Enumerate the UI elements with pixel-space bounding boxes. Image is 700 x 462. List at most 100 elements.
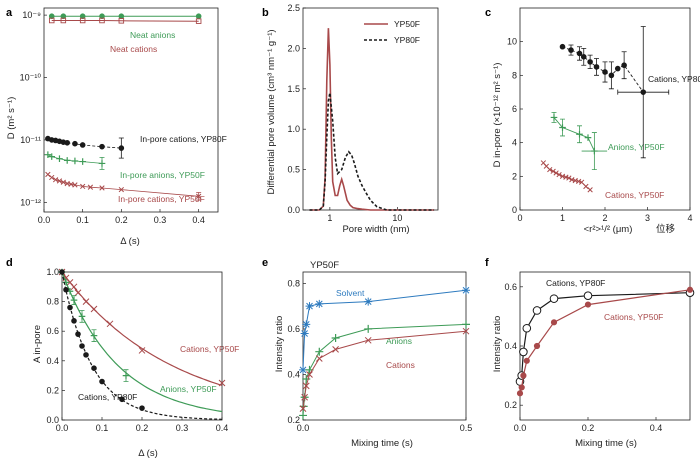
panel-c-ytick-label: 8	[512, 70, 517, 80]
panel-e-title: YP50F	[310, 260, 339, 271]
panel-f-point	[584, 301, 592, 308]
panel-d-point	[74, 289, 82, 297]
legend-c-anions-yp50f: Anions, YP50F	[608, 142, 665, 152]
panel-e-point	[306, 371, 313, 378]
panel-f-point	[516, 390, 524, 397]
panel-f-frame	[519, 271, 691, 421]
panel-a-ylabel: D (m² s⁻¹)	[6, 97, 17, 139]
panel-d-xlabel: Δ (s)	[138, 448, 158, 459]
panel-e-point	[302, 320, 311, 329]
panel-e-point	[462, 327, 470, 335]
legend-c-cations-yp50f: Cations, YP50F	[605, 190, 664, 200]
panel-b-ytick-label: 1.5	[287, 84, 300, 94]
panel-d-point	[71, 318, 77, 324]
panel-c-point	[584, 134, 592, 141]
panel-a-point	[48, 17, 55, 24]
panel-d-xtick-label: 0.0	[56, 423, 69, 433]
legend-f-cations-yp80f: Cations, YP80F	[546, 278, 605, 288]
legend-e-solvent: Solvent	[336, 288, 365, 298]
panel-label-b: b	[262, 7, 269, 19]
panel-c-point	[578, 179, 585, 185]
legend-d-anions-yp50f: Anions, YP50F	[160, 384, 217, 394]
panel-d-ytick-label: 1.0	[46, 267, 59, 277]
panel-a-point	[64, 139, 70, 146]
panel-f-series-line	[519, 292, 691, 382]
panel-c-ytick-label: 2	[512, 171, 517, 181]
panel-e-point	[332, 346, 339, 353]
legend-neat-cations: Neat cations	[110, 44, 157, 54]
panel-e-point	[364, 297, 373, 306]
panel-a-frame	[43, 7, 219, 213]
panel-c-point	[550, 168, 556, 174]
panel-d-errorbar	[79, 310, 85, 323]
panel-d-point	[67, 304, 73, 311]
panel-e-point	[315, 347, 324, 356]
panel-e-point	[315, 355, 323, 362]
panel-a-xtick-label: 0.1	[76, 215, 89, 225]
panel-a-point	[56, 178, 63, 184]
panel-f-ytick-label: 0.4	[504, 341, 517, 351]
panel-a-point	[60, 179, 66, 185]
panel-f-ytick-label: 0.2	[504, 400, 517, 410]
panel-e-point	[302, 382, 310, 390]
panel-e-point	[301, 393, 308, 401]
panel-d-xtick-label: 0.4	[216, 423, 229, 433]
panel-e-point	[299, 365, 307, 374]
panel-c-errorbar	[551, 111, 557, 123]
legend-yp50f: YP50F	[394, 19, 420, 29]
panel-c-point	[553, 170, 559, 176]
panel-d-errorbar	[123, 369, 129, 382]
panel-a-ytick-label: 10⁻⁹	[22, 10, 41, 20]
panel-d-point	[63, 286, 69, 293]
legend-d-cations-yp50f: Cations, YP50F	[180, 344, 239, 354]
panel-label-e: e	[262, 257, 268, 269]
panel-b-ytick-label: 0.5	[287, 165, 300, 175]
panel-d-point	[91, 365, 97, 372]
panel-c-errorbar	[568, 44, 574, 56]
panel-d-fit-curve	[61, 271, 223, 386]
panel-f-xtick-label: 0.4	[650, 423, 663, 433]
panel-a-point	[79, 158, 86, 165]
panel-b-xtick-label: 1	[327, 213, 332, 223]
panel-e-point	[305, 302, 314, 311]
panel-c-xtick-label: 4	[687, 213, 692, 223]
panel-a-point	[99, 143, 105, 150]
panel-f-point	[519, 347, 528, 357]
panel-c-xlabel: <r²>¹/² (μm)	[584, 224, 633, 235]
panel-e-series-line	[302, 323, 467, 416]
panel-c-point	[587, 187, 593, 193]
panel-e-ytick-label: 0.4	[287, 369, 300, 379]
legend-e-cations: Cations	[386, 360, 415, 370]
panel-c-point	[566, 175, 572, 181]
panel-d-point	[106, 320, 114, 328]
panel-c-ytick-label: 4	[512, 138, 517, 148]
panel-d-point	[138, 347, 146, 354]
panel-c-errorbar	[587, 54, 593, 69]
panel-a-series-line	[51, 20, 199, 22]
panel-c-point	[614, 65, 621, 72]
panel-a-point	[63, 157, 71, 164]
panel-b-ytick-label: 1.0	[287, 124, 300, 134]
panel-f-point	[533, 342, 541, 350]
legend-inpore-anions-yp50f: In-pore anions, YP50F	[120, 170, 205, 180]
panel-e-point	[299, 405, 307, 412]
panel-c-errorbar	[621, 51, 627, 80]
panel-c-xtick-label: 3	[645, 213, 650, 223]
panel-c-xtick-label: 1	[560, 213, 565, 223]
panel-c-errorbar	[577, 46, 582, 61]
panel-c-ylabel: D in-pore (×10⁻¹² m² s⁻¹)	[492, 63, 503, 168]
panel-label-a: a	[6, 7, 13, 19]
panel-d-point	[75, 331, 81, 337]
panel-d-point	[119, 396, 125, 403]
panel-c-errorbar	[560, 118, 565, 137]
panel-b-ytick-label: 2.0	[287, 43, 300, 53]
panel-d-ytick-label: 0.0	[46, 415, 59, 425]
panel-c-frame	[519, 7, 691, 211]
panel-a-point	[49, 174, 55, 181]
panel-d-point	[59, 269, 65, 275]
panel-e-point	[300, 329, 309, 338]
panel-a-point	[72, 140, 78, 147]
panel-e-xtick-label: 0.5	[460, 423, 473, 433]
panel-d-ylabel: A in-pore	[32, 325, 43, 363]
panel-c-errorbar	[608, 61, 614, 90]
